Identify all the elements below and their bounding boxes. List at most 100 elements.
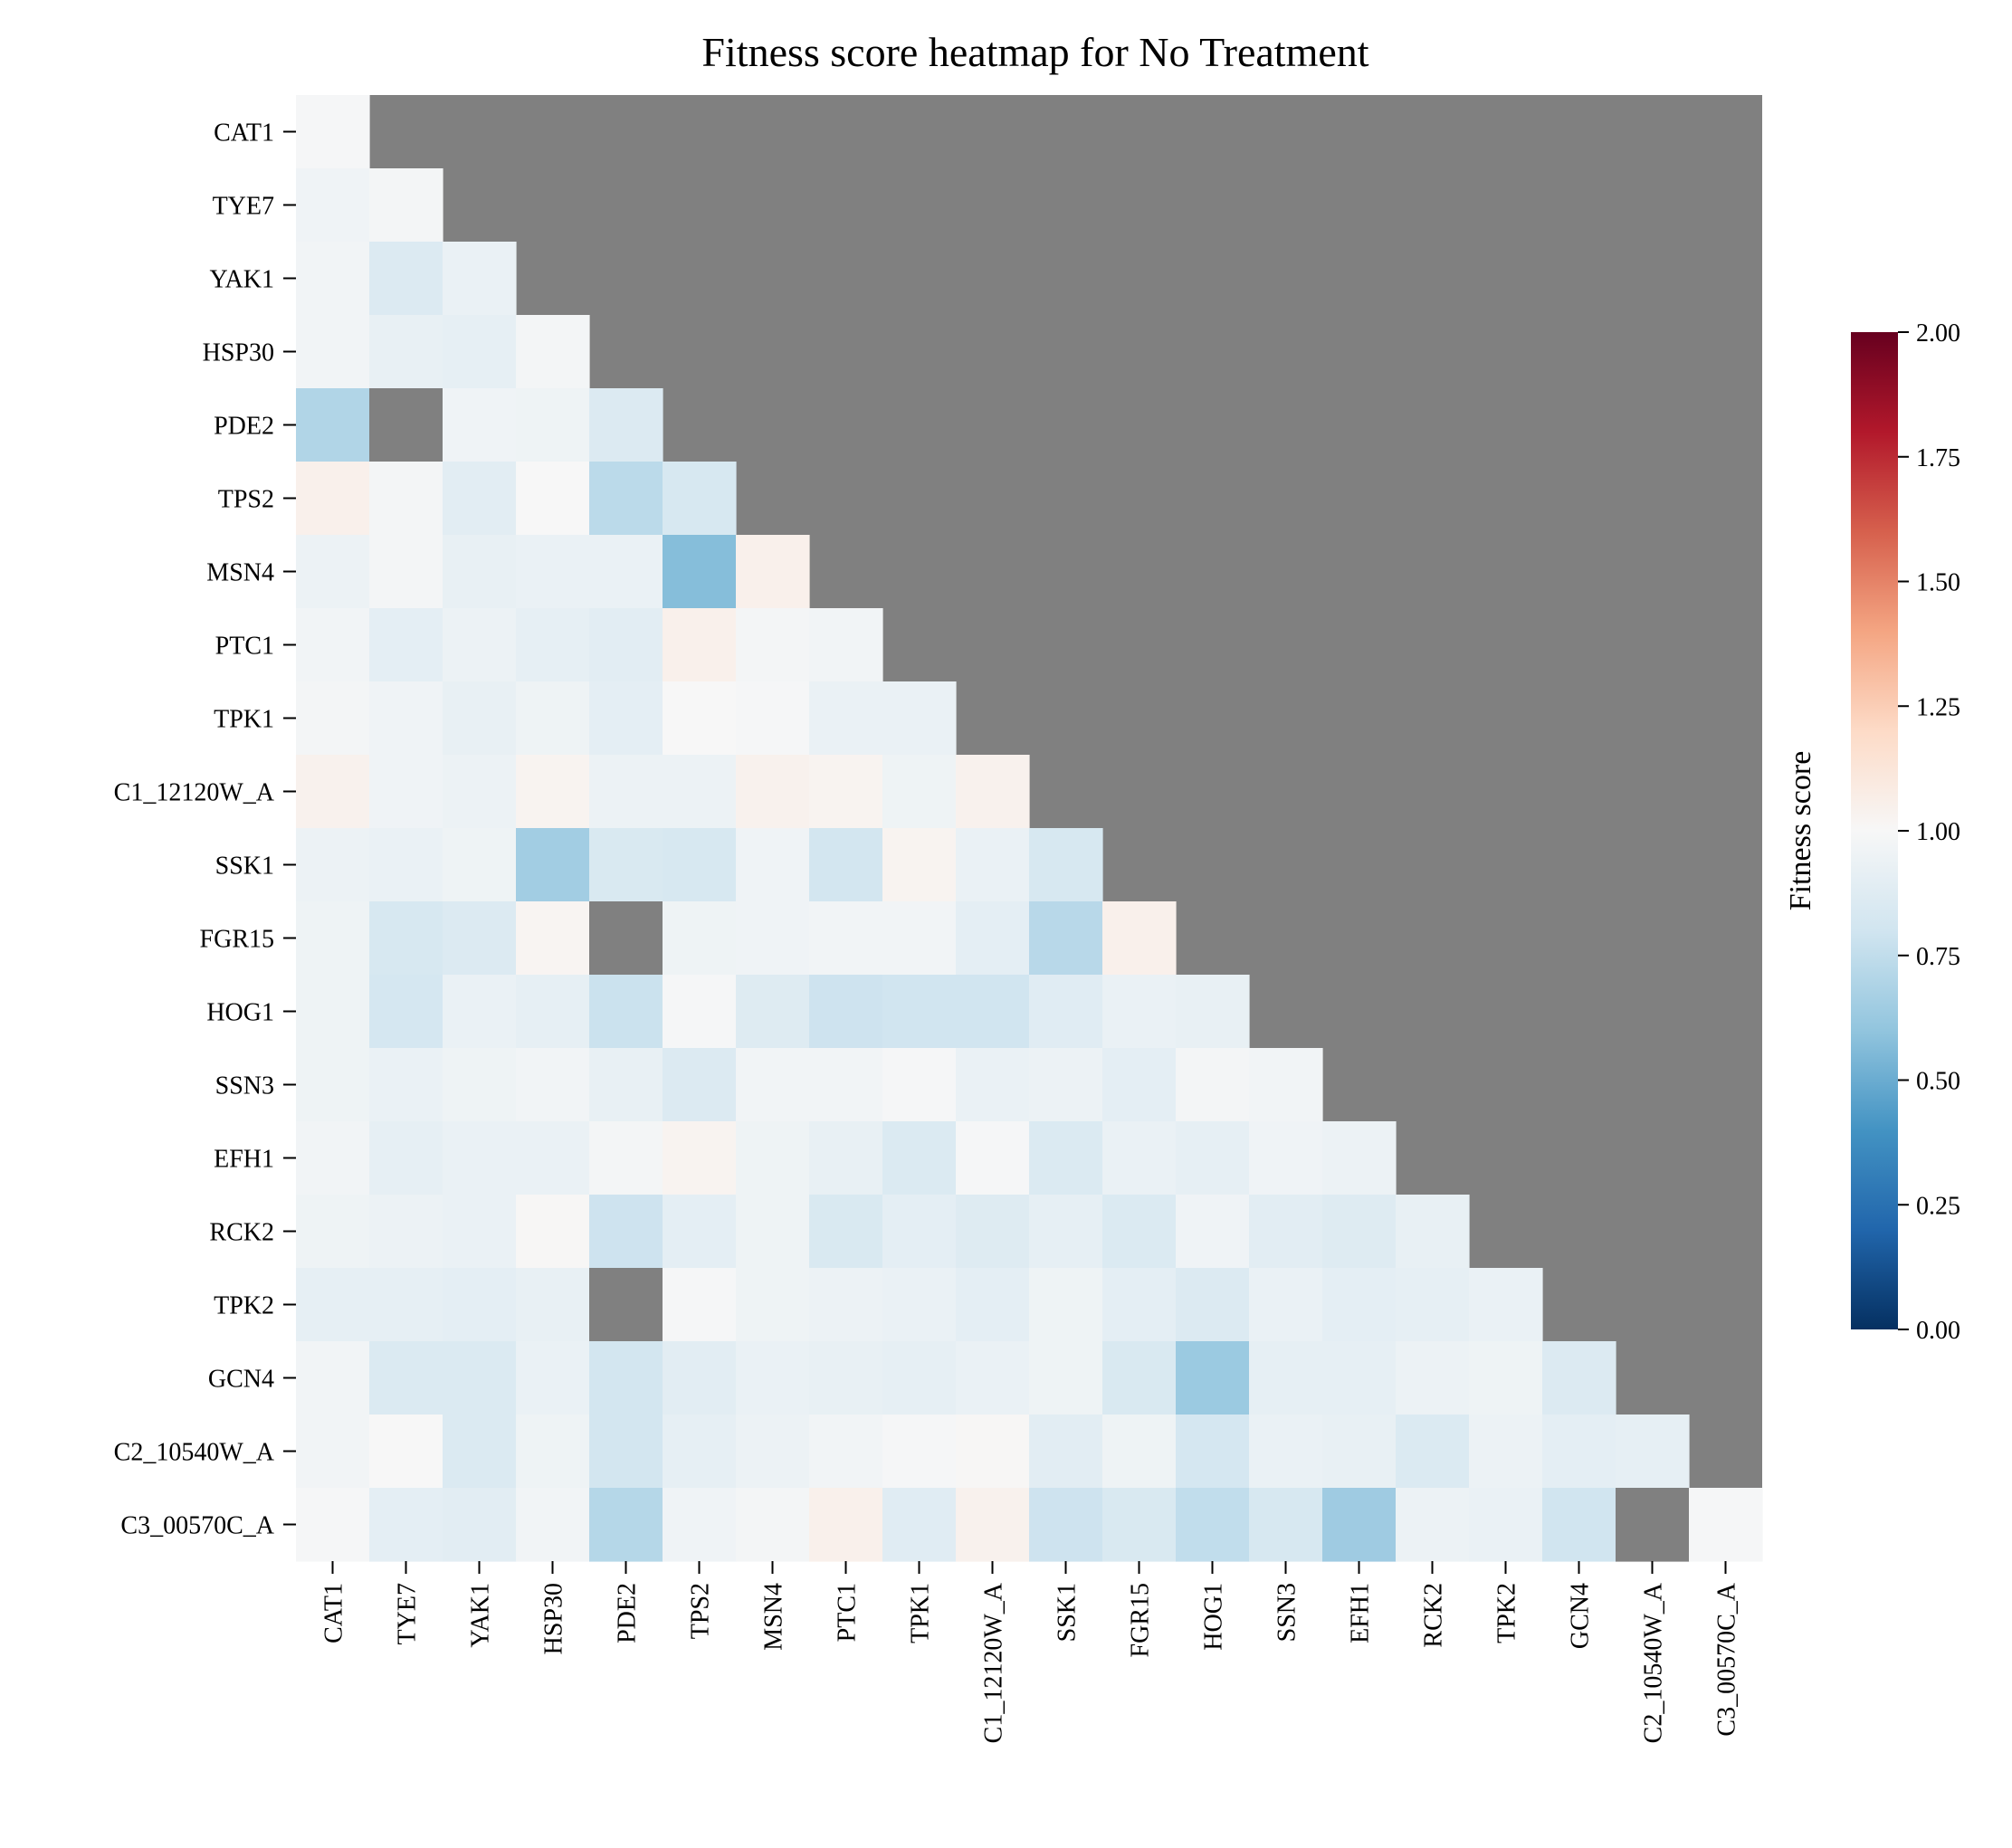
heatmap-cell-C3_00570C_A-TPK1 xyxy=(882,1488,957,1562)
heatmap-cell-C2_10540W_A-RCK2 xyxy=(1396,1415,1470,1489)
heatmap-cell-GCN4-HSP30 xyxy=(516,1341,590,1415)
x-tick-label: C1_12120W_A xyxy=(980,1582,1008,1743)
heatmap-cell-C1_12120W_A-TYE7 xyxy=(369,755,443,829)
x-tick-label: GCN4 xyxy=(1567,1583,1595,1649)
heatmap-cell-EFH1-TPS2 xyxy=(663,1121,737,1195)
heatmap-cell-SSN3-HSP30 xyxy=(516,1048,590,1122)
heatmap-cell-FGR15-FGR15 xyxy=(1102,901,1177,976)
x-tick-label: C3_00570C_A xyxy=(1713,1582,1741,1736)
heatmap-cell-C3_00570C_A-FGR15 xyxy=(1102,1488,1177,1562)
y-tick-label: PTC1 xyxy=(215,633,274,661)
heatmap-cell-C2_10540W_A-TPS2 xyxy=(663,1415,737,1489)
heatmap-cell-RCK2-MSN4 xyxy=(736,1195,810,1269)
heatmap-cell-HOG1-HOG1 xyxy=(1176,975,1250,1049)
heatmap-cell-RCK2-YAK1 xyxy=(443,1195,517,1269)
heatmap-cell-TPK2-RCK2 xyxy=(1396,1268,1470,1342)
x-tick-label: PTC1 xyxy=(834,1583,862,1642)
y-tick-label: HSP30 xyxy=(203,339,274,367)
heatmap-cell-SSK1-YAK1 xyxy=(443,828,517,902)
heatmap-cell-HOG1-TYE7 xyxy=(369,975,443,1049)
heatmap-cell-C2_10540W_A-TPK1 xyxy=(882,1415,957,1489)
heatmap-cell-TPK2-TYE7 xyxy=(369,1268,443,1342)
y-tick-label: EFH1 xyxy=(214,1146,274,1174)
heatmap-cell-TPK2-HOG1 xyxy=(1176,1268,1250,1342)
heatmap-cell-TPS2-YAK1 xyxy=(443,462,517,536)
colorbar-tick-label: 0.25 xyxy=(1916,1192,1960,1220)
heatmap-cell-GCN4-PTC1 xyxy=(809,1341,883,1415)
heatmap-cell-SSK1-C1_12120W_A xyxy=(956,828,1030,902)
heatmap-cell-TPK2-PTC1 xyxy=(809,1268,883,1342)
heatmap-cell-RCK2-CAT1 xyxy=(296,1195,370,1269)
heatmap-cell-TPK2-EFH1 xyxy=(1322,1268,1397,1342)
heatmap-cell-MSN4-HSP30 xyxy=(516,535,590,609)
heatmap-cell-C2_10540W_A-CAT1 xyxy=(296,1415,370,1489)
x-tick-label: YAK1 xyxy=(467,1583,495,1648)
heatmap-cell-RCK2-TPS2 xyxy=(663,1195,737,1269)
heatmap-cell-GCN4-TPK1 xyxy=(882,1341,957,1415)
heatmap-cell-EFH1-SSN3 xyxy=(1249,1121,1323,1195)
heatmap-cell-GCN4-C1_12120W_A xyxy=(956,1341,1030,1415)
heatmap-cell-GCN4-TPS2 xyxy=(663,1341,737,1415)
heatmap-cell-YAK1-CAT1 xyxy=(296,242,370,316)
heatmap-cell-C2_10540W_A-EFH1 xyxy=(1322,1415,1397,1489)
heatmap-cell-C3_00570C_A-RCK2 xyxy=(1396,1488,1470,1562)
heatmap-cell-HOG1-MSN4 xyxy=(736,975,810,1049)
heatmap-cell-FGR15-TPS2 xyxy=(663,901,737,976)
heatmap-cell-SSN3-TPK1 xyxy=(882,1048,957,1122)
heatmap-cell-RCK2-HOG1 xyxy=(1176,1195,1250,1269)
heatmap-cell-HSP30-TYE7 xyxy=(369,315,443,389)
heatmap-cell-FGR15-PTC1 xyxy=(809,901,883,976)
heatmap-cell-PTC1-TYE7 xyxy=(369,608,443,682)
heatmap-cell-TPK1-YAK1 xyxy=(443,681,517,756)
heatmap-cell-PTC1-HSP30 xyxy=(516,608,590,682)
heatmap-cell-YAK1-TYE7 xyxy=(369,242,443,316)
heatmap-cell-EFH1-CAT1 xyxy=(296,1121,370,1195)
heatmap-cell-TPK1-TPS2 xyxy=(663,681,737,756)
heatmap-cell-C1_12120W_A-CAT1 xyxy=(296,755,370,829)
heatmap-cell-TPK2-HSP30 xyxy=(516,1268,590,1342)
heatmap-cell-C2_10540W_A-SSK1 xyxy=(1029,1415,1103,1489)
heatmap-cell-HOG1-PDE2 xyxy=(589,975,663,1049)
heatmap-cell-C1_12120W_A-PDE2 xyxy=(589,755,663,829)
colorbar: 0.00 0.25 0.50 0.75 1.00 1.25 1.50 1.75 2.00 Fit… xyxy=(1784,319,1960,1345)
heatmap-cell-GCN4-MSN4 xyxy=(736,1341,810,1415)
heatmap-cell-TPK2-YAK1 xyxy=(443,1268,517,1342)
heatmap-cell-C1_12120W_A-YAK1 xyxy=(443,755,517,829)
heatmap-cell-GCN4-CAT1 xyxy=(296,1341,370,1415)
heatmap-cell-GCN4-SSK1 xyxy=(1029,1341,1103,1415)
x-tick-label: RCK2 xyxy=(1420,1583,1448,1648)
heatmap-cell-TPS2-HSP30 xyxy=(516,462,590,536)
heatmap-cell-C3_00570C_A-HOG1 xyxy=(1176,1488,1250,1562)
heatmap-cell-GCN4-RCK2 xyxy=(1396,1341,1470,1415)
heatmap-cell-PTC1-PTC1 xyxy=(809,608,883,682)
heatmap-cell-PTC1-YAK1 xyxy=(443,608,517,682)
y-tick-label: C3_00570C_A xyxy=(120,1512,274,1540)
heatmap-cell-FGR15-C1_12120W_A xyxy=(956,901,1030,976)
heatmap-cell-TPK1-PDE2 xyxy=(589,681,663,756)
y-tick-label: TYE7 xyxy=(213,193,274,221)
colorbar-tick-label: 1.75 xyxy=(1916,444,1960,472)
x-tick-label: FGR15 xyxy=(1127,1583,1155,1657)
x-tick-label: C2_10540W_A xyxy=(1640,1582,1668,1743)
heatmap-cell-HOG1-YAK1 xyxy=(443,975,517,1049)
heatmap-cell-C3_00570C_A-MSN4 xyxy=(736,1488,810,1562)
heatmap-cell-TPK2-TPK2 xyxy=(1469,1268,1543,1342)
heatmap-cell-C2_10540W_A-HOG1 xyxy=(1176,1415,1250,1489)
heatmap-cell-C3_00570C_A-PDE2 xyxy=(589,1488,663,1562)
heatmap-cell-TPK2-SSN3 xyxy=(1249,1268,1323,1342)
heatmap-cell-RCK2-SSK1 xyxy=(1029,1195,1103,1269)
heatmap-cell-TPS2-TYE7 xyxy=(369,462,443,536)
heatmap-cell-SSN3-FGR15 xyxy=(1102,1048,1177,1122)
heatmap-cell-GCN4-TYE7 xyxy=(369,1341,443,1415)
heatmap-cell-MSN4-CAT1 xyxy=(296,535,370,609)
heatmap-cell-RCK2-TYE7 xyxy=(369,1195,443,1269)
heatmap-cell-HOG1-HSP30 xyxy=(516,975,590,1049)
heatmap-cell-C2_10540W_A-C2_10540W_A xyxy=(1616,1415,1690,1489)
heatmap-cell-TPK1-TYE7 xyxy=(369,681,443,756)
heatmap-cell-HOG1-CAT1 xyxy=(296,975,370,1049)
heatmap-cell-C2_10540W_A-TYE7 xyxy=(369,1415,443,1489)
heatmap-cell-SSN3-CAT1 xyxy=(296,1048,370,1122)
heatmap-cell-EFH1-HOG1 xyxy=(1176,1121,1250,1195)
heatmap-cell-EFH1-HSP30 xyxy=(516,1121,590,1195)
heatmap-cell-C1_12120W_A-MSN4 xyxy=(736,755,810,829)
